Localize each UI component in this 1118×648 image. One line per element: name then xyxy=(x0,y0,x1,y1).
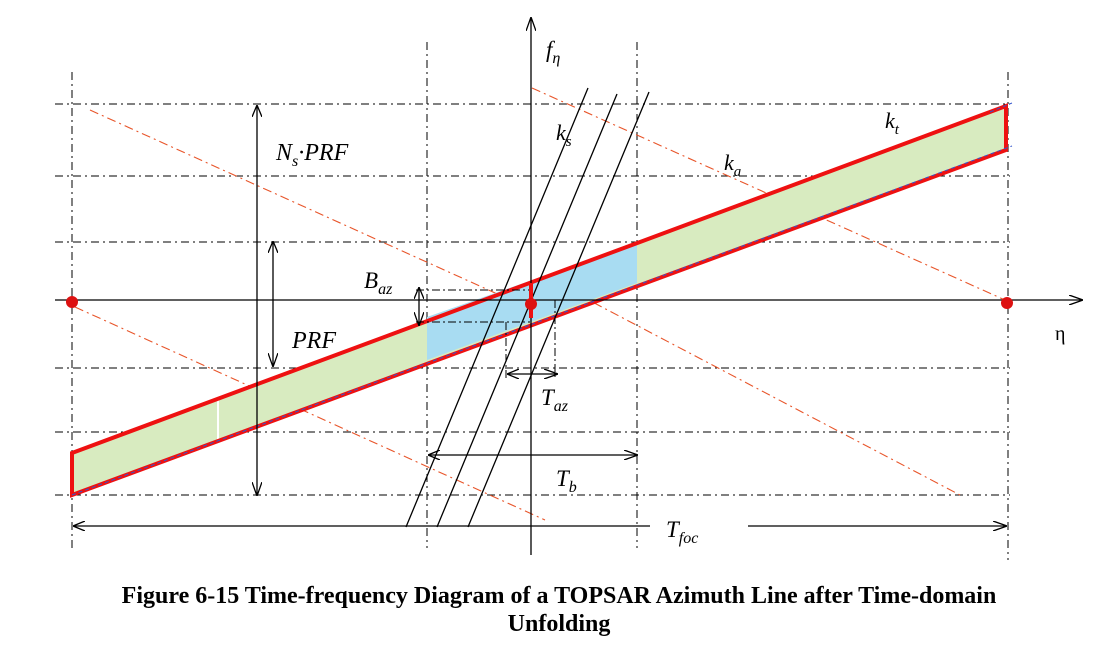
azimuth-band-outline xyxy=(70,103,1008,498)
marker-left xyxy=(66,296,78,308)
time-frequency-diagram: fη η kt ks ka Ns·PRF PRF Baz Taz Tb Tfoc xyxy=(55,0,1118,560)
label-k-a: ka xyxy=(724,150,741,180)
band-blue-edge xyxy=(71,145,1013,496)
label-eta: η xyxy=(1055,323,1065,345)
aliased-doppler-lines xyxy=(74,87,1006,521)
label-prf: PRF xyxy=(291,328,336,354)
label-k-s: ks xyxy=(556,120,572,150)
figure-caption-line2: Unfolding xyxy=(507,611,611,637)
label-b-az: Baz xyxy=(364,268,393,298)
label-ns-prf: Ns·PRF xyxy=(275,140,349,170)
label-k-t: kt xyxy=(885,108,900,138)
label-t-az: Taz xyxy=(541,385,569,415)
label-t-b: Tb xyxy=(556,466,577,496)
label-t-foc: Tfoc xyxy=(666,517,698,547)
marker-center xyxy=(525,298,537,310)
figure-caption-line1: Figure 6-15 Time-frequency Diagram of a … xyxy=(121,583,997,609)
marker-right xyxy=(1001,297,1013,309)
b-az-guides xyxy=(416,289,556,380)
band-blue-edge-top xyxy=(989,102,1013,113)
label-f-eta: fη xyxy=(546,37,560,67)
